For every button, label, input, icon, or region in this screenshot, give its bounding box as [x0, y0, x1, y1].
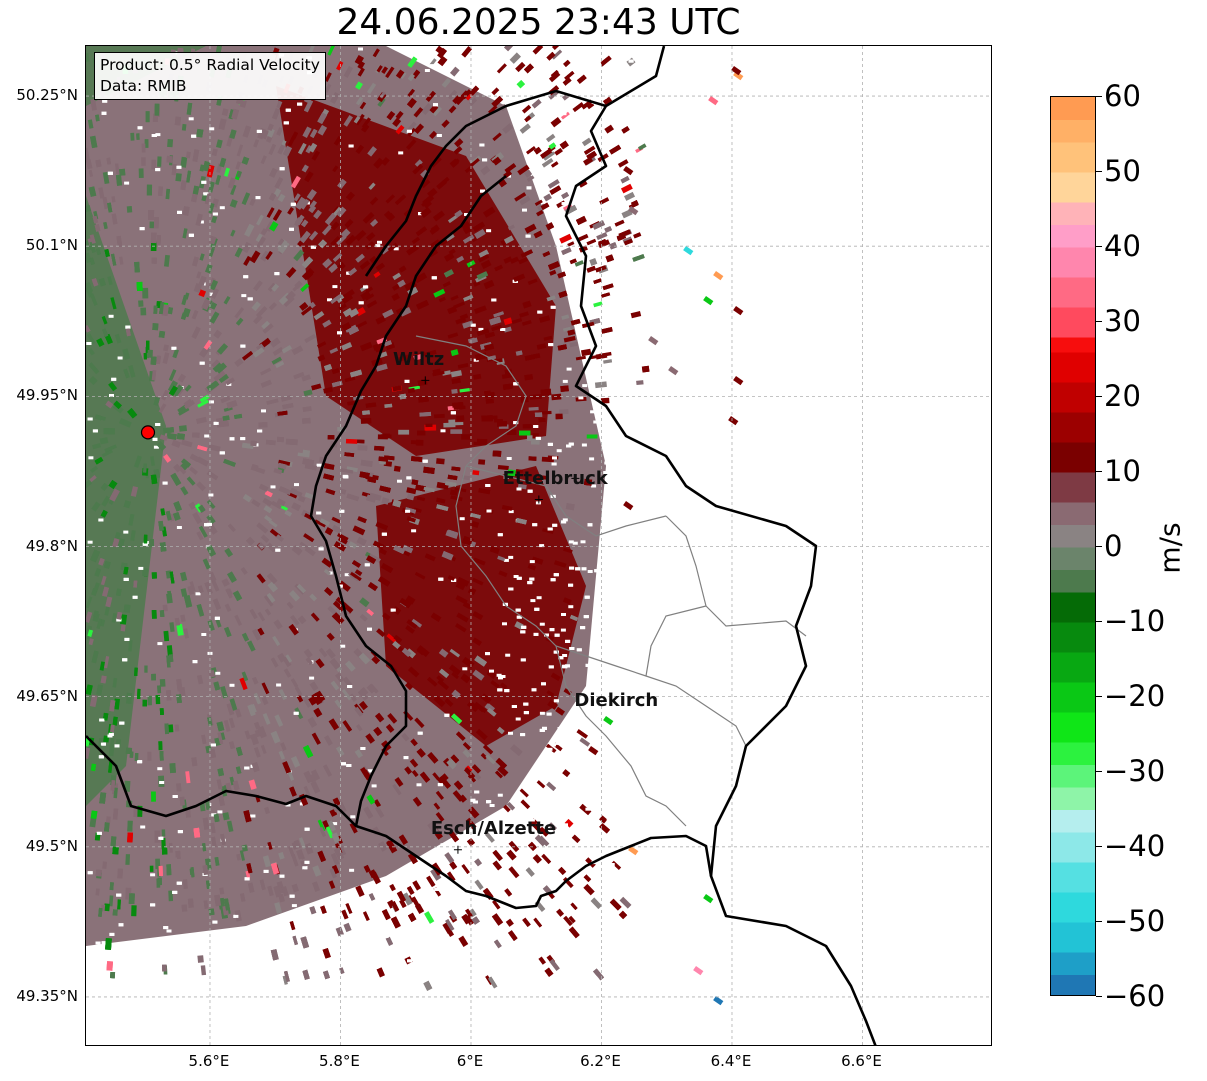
colorbar-band — [1051, 202, 1095, 225]
city-label-wiltz: Wiltz — [392, 349, 445, 371]
colorbar-tick-mark — [1096, 921, 1102, 922]
colorbar-band — [1051, 382, 1095, 413]
colorbar-band — [1051, 922, 1095, 953]
city-label-diekirch: Diekirch — [574, 689, 659, 711]
velocity-colorbar — [1050, 96, 1096, 996]
lon-tick-label: 6°E — [456, 1052, 484, 1070]
colorbar-band — [1051, 952, 1095, 975]
colorbar-unit-label: m/s — [1153, 522, 1187, 574]
country-border-layer — [86, 46, 877, 1045]
lat-tick-label: 49.95°N — [16, 386, 78, 405]
colorbar-tick-mark — [1096, 696, 1102, 697]
canton-boundary-layer — [415, 335, 807, 827]
colorbar-band — [1051, 652, 1095, 683]
colorbar-band — [1051, 442, 1095, 473]
product-info-box: Product: 0.5° Radial Velocity Data: RMIB — [94, 52, 326, 100]
colorbar-band — [1051, 119, 1095, 143]
colorbar-tick-label: −60 — [1104, 979, 1166, 1013]
radar-site-marker — [140, 425, 156, 440]
colorbar-band — [1051, 277, 1095, 308]
colorbar-band — [1051, 764, 1095, 788]
colorbar-tick-mark — [1096, 846, 1102, 847]
city-marker — [534, 495, 543, 504]
colorbar-tick-mark — [1096, 771, 1102, 772]
colorbar-band — [1051, 547, 1095, 570]
colorbar-tick-mark — [1096, 96, 1102, 97]
colorbar-band — [1051, 247, 1095, 278]
colorbar-band — [1051, 307, 1095, 338]
data-source-line: Data: RMIB — [100, 77, 187, 95]
colorbar-band — [1051, 412, 1095, 443]
colorbar-band — [1051, 682, 1095, 713]
colorbar-band — [1051, 787, 1095, 810]
colorbar-band — [1051, 712, 1095, 743]
lat-tick-label: 49.65°N — [16, 686, 78, 705]
colorbar-tick-mark — [1096, 246, 1102, 247]
city-marker — [453, 845, 462, 854]
colorbar-tick-label: −50 — [1104, 904, 1166, 938]
colorbar-tick-label: 0 — [1104, 529, 1123, 563]
colorbar-band — [1051, 832, 1095, 863]
colorbar-band — [1051, 809, 1095, 833]
colorbar-tick-label: −10 — [1104, 604, 1166, 638]
colorbar-band — [1051, 142, 1095, 173]
lat-tick-label: 50.25°N — [16, 86, 78, 105]
colorbar-tick-label: 50 — [1104, 154, 1141, 188]
marker-layer — [140, 376, 580, 854]
colorbar-band — [1051, 622, 1095, 653]
colorbar-band — [1051, 974, 1095, 995]
colorbar-tick-label: 30 — [1104, 304, 1141, 338]
colorbar-band — [1051, 892, 1095, 923]
lon-tick-label: 5.8°E — [319, 1052, 360, 1070]
city-label-ettelbruck: Ettelbruck — [502, 468, 608, 490]
colorbar-band — [1051, 524, 1095, 548]
colorbar-band — [1051, 592, 1095, 623]
colorbar-band — [1051, 97, 1095, 120]
colorbar-band — [1051, 502, 1095, 525]
colorbar-tick-label: 60 — [1104, 79, 1141, 113]
colorbar-tick-mark — [1096, 321, 1102, 322]
product-line: Product: 0.5° Radial Velocity — [100, 56, 320, 74]
lat-tick-label: 50.1°N — [25, 236, 78, 255]
radar-map[interactable] — [85, 45, 992, 1046]
colorbar-band — [1051, 472, 1095, 503]
colorbar-tick-mark — [1096, 396, 1102, 397]
colorbar-tick-label: −40 — [1104, 829, 1166, 863]
colorbar-tick-mark — [1096, 996, 1102, 997]
map-title: 24.06.2025 23:43 UTC — [336, 2, 741, 43]
colorbar-band — [1051, 742, 1095, 765]
city-label-esch-alzette: Esch/Alzette — [430, 817, 557, 839]
lon-tick-label: 6.4°E — [710, 1052, 752, 1070]
lon-tick-label: 6.6°E — [841, 1052, 882, 1070]
colorbar-band — [1051, 569, 1095, 593]
lon-tick-label: 5.6°E — [188, 1052, 230, 1070]
colorbar-tick-label: 20 — [1104, 379, 1141, 413]
velocity-echo-layer — [86, 46, 991, 1045]
colorbar-band — [1051, 224, 1095, 248]
colorbar-band — [1051, 172, 1095, 203]
lat-tick-label: 49.5°N — [25, 836, 78, 855]
lon-tick-label: 6.2°E — [580, 1052, 621, 1070]
colorbar-tick-mark — [1096, 471, 1102, 472]
colorbar-tick-mark — [1096, 621, 1102, 622]
colorbar-tick-label: 40 — [1104, 229, 1141, 263]
lat-tick-label: 49.35°N — [16, 986, 78, 1005]
colorbar-band — [1051, 337, 1095, 353]
city-marker — [571, 474, 580, 483]
colorbar-tick-label: −20 — [1104, 679, 1166, 713]
city-marker — [421, 376, 430, 385]
colorbar-tick-label: 10 — [1104, 454, 1141, 488]
lat-tick-label: 49.8°N — [25, 536, 78, 555]
colorbar-tick-mark — [1096, 546, 1102, 547]
radar-map-canvas — [86, 46, 991, 1045]
colorbar-tick-mark — [1096, 171, 1102, 172]
colorbar-band — [1051, 862, 1095, 893]
colorbar-band — [1051, 352, 1095, 383]
colorbar-tick-label: −30 — [1104, 754, 1166, 788]
